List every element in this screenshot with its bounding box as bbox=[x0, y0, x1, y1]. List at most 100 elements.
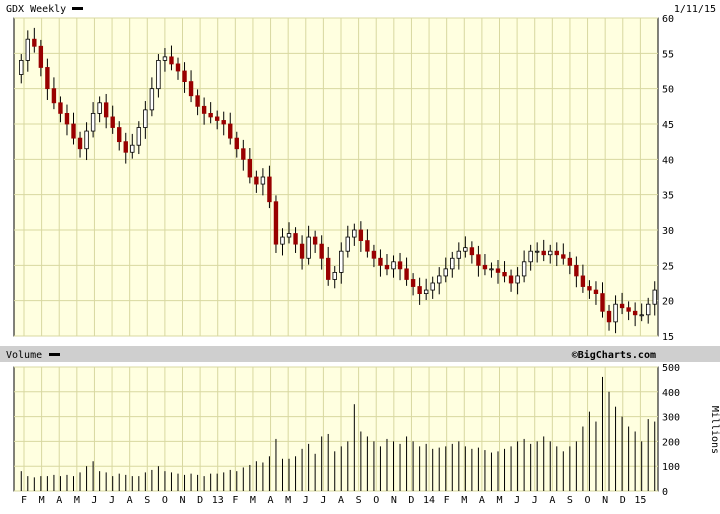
candle-body bbox=[201, 105, 207, 114]
price-y-tick: 25 bbox=[662, 261, 674, 272]
x-tick-label: J bbox=[514, 495, 520, 506]
symbol-label: GDX Weekly bbox=[6, 4, 66, 15]
price-y-tick: 20 bbox=[662, 297, 674, 308]
x-tick-label: 14 bbox=[423, 495, 435, 506]
volume-bars bbox=[20, 376, 656, 491]
x-tick-label: M bbox=[39, 495, 45, 506]
candle-body bbox=[247, 158, 253, 178]
volume-y-tick: 200 bbox=[662, 437, 680, 448]
price-y-tick: 35 bbox=[662, 191, 674, 202]
x-axis: F M A M J J A S O N D 13 F M A M J J A S O N D 14 F M A M J J A S O N D 15 bbox=[21, 495, 646, 506]
x-tick-label: A bbox=[56, 495, 62, 506]
x-tick-label: A bbox=[479, 495, 485, 506]
candle-body bbox=[90, 113, 96, 132]
candle-body bbox=[221, 120, 226, 125]
candle-body bbox=[234, 137, 239, 150]
candle-body bbox=[319, 243, 324, 259]
candle-body bbox=[606, 310, 612, 323]
candle-body bbox=[463, 247, 468, 252]
candle-body bbox=[639, 314, 644, 317]
candle-body bbox=[345, 236, 350, 252]
candle-body bbox=[378, 257, 383, 266]
price-y-tick: 60 bbox=[662, 14, 674, 25]
price-y-tick: 55 bbox=[662, 49, 674, 60]
x-tick-label: A bbox=[338, 495, 344, 506]
candle-body bbox=[38, 45, 44, 68]
candle-body bbox=[567, 257, 573, 266]
x-tick-label: D bbox=[197, 495, 203, 506]
candle-body bbox=[632, 310, 638, 316]
volume-units-label: Millions bbox=[709, 406, 720, 454]
candle-body bbox=[489, 268, 494, 271]
price-y-tick: 15 bbox=[662, 332, 674, 343]
x-tick-label: 13 bbox=[212, 495, 224, 506]
x-tick-label: J bbox=[109, 495, 115, 506]
candle-body bbox=[495, 268, 501, 273]
x-tick-label: M bbox=[74, 495, 80, 506]
volume-y-tick: 500 bbox=[662, 363, 680, 374]
x-tick-label: S bbox=[144, 495, 150, 506]
candle-body bbox=[430, 282, 435, 291]
candle-body bbox=[312, 236, 318, 245]
candle-body bbox=[613, 303, 618, 323]
candle-body bbox=[25, 38, 30, 61]
candle-body bbox=[332, 271, 337, 280]
candle-body bbox=[286, 233, 292, 238]
volume-header-band bbox=[0, 346, 720, 362]
candle-body bbox=[534, 250, 540, 253]
candle-body bbox=[371, 250, 377, 259]
candle-body bbox=[580, 275, 586, 287]
candle-body bbox=[156, 60, 161, 90]
candle-body bbox=[254, 176, 259, 185]
volume-y-tick: 300 bbox=[662, 413, 680, 424]
candle-body bbox=[619, 303, 625, 309]
volume-y-tick: 0 bbox=[662, 487, 668, 498]
candle-body bbox=[19, 60, 24, 75]
candle-body bbox=[482, 264, 488, 270]
candle-body bbox=[58, 102, 63, 114]
candle-body bbox=[561, 254, 566, 259]
symbol-legend-swatch bbox=[72, 7, 83, 10]
price-plot-area bbox=[13, 17, 659, 337]
volume-y-tick: 400 bbox=[662, 388, 680, 399]
candle-body bbox=[71, 123, 76, 139]
candle-body bbox=[149, 88, 155, 111]
x-tick-label: M bbox=[285, 495, 291, 506]
x-tick-label: N bbox=[602, 495, 608, 506]
x-tick-label: M bbox=[250, 495, 256, 506]
candle-body bbox=[117, 127, 122, 143]
candle-body bbox=[136, 127, 142, 146]
price-y-tick: 30 bbox=[662, 226, 674, 237]
x-tick-label: S bbox=[567, 495, 573, 506]
candle-body bbox=[169, 56, 174, 65]
watermark: ©BigCharts.com bbox=[572, 349, 656, 361]
x-tick-label: N bbox=[391, 495, 397, 506]
candle-body bbox=[397, 261, 403, 270]
x-tick-label: F bbox=[444, 495, 450, 506]
price-y-tick: 45 bbox=[662, 120, 674, 131]
candle-body bbox=[554, 250, 559, 256]
candle-body bbox=[339, 250, 344, 273]
candle-body bbox=[515, 275, 520, 284]
price-y-tick: 50 bbox=[662, 85, 674, 96]
candle-body bbox=[410, 279, 416, 287]
candle-body bbox=[548, 250, 553, 256]
candle-body bbox=[476, 254, 481, 266]
volume-y-tick: 100 bbox=[662, 462, 680, 473]
candle-body bbox=[521, 261, 527, 277]
candle-body bbox=[32, 38, 37, 47]
candle-body bbox=[365, 240, 370, 252]
candle-body bbox=[280, 236, 285, 245]
x-tick-label: F bbox=[21, 495, 27, 506]
candle-body bbox=[228, 123, 233, 139]
candle-body bbox=[45, 67, 50, 90]
candle-body bbox=[384, 264, 390, 270]
candle-body bbox=[110, 116, 115, 128]
x-tick-label: M bbox=[461, 495, 467, 506]
candle-body bbox=[587, 286, 592, 291]
candle-body bbox=[143, 109, 148, 128]
candle-body bbox=[241, 148, 246, 160]
x-tick-label: A bbox=[549, 495, 555, 506]
candle-body bbox=[195, 95, 200, 107]
